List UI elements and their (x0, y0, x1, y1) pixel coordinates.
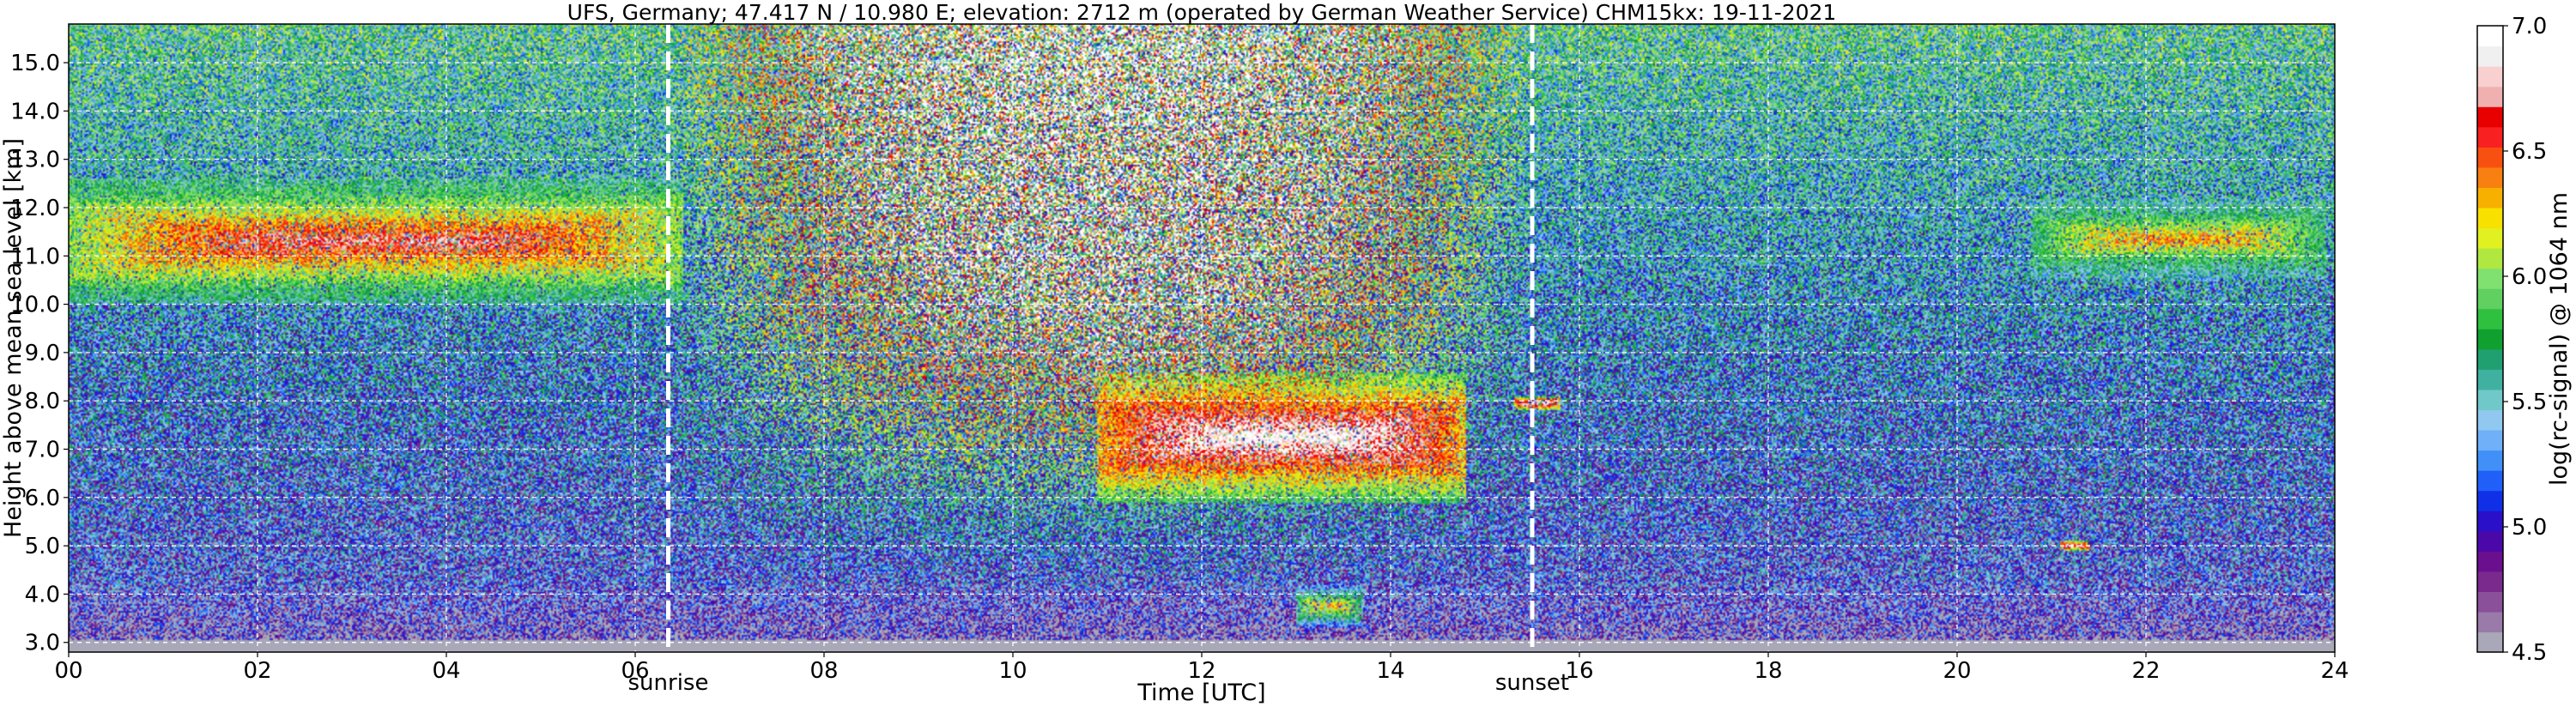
y-tick-label: 10.0 (10, 293, 60, 318)
colorbar-tick-label: 6.0 (2512, 264, 2547, 290)
colorbar: 4.5 5.0 5.5 6.0 6.5 7.0 log(rc-signal) @ 1064… (2476, 14, 2573, 666)
x-tick-label: 06 (621, 658, 649, 684)
y-tick-label: 15.0 (10, 51, 60, 76)
colorbar-swatch (2477, 166, 2503, 188)
colorbar-swatch (2477, 207, 2503, 229)
colorbar-swatch (2477, 631, 2503, 653)
colorbar-tick-label: 6.5 (2512, 139, 2547, 165)
chart-title: UFS, Germany; 47.417 N / 10.980 E; eleva… (567, 0, 1837, 25)
x-axis: 00 02 04 06 08 10 12 14 16 18 20 22 24 (54, 652, 2349, 684)
colorbar-swatch (2477, 288, 2503, 310)
colorbar-swatch (2477, 66, 2503, 88)
y-tick-label: 3.0 (25, 631, 60, 656)
colorbar-swatch (2477, 268, 2503, 289)
y-tick-label: 5.0 (25, 534, 60, 559)
colorbar-swatch (2477, 86, 2503, 107)
sunset-label: sunset (1495, 670, 1569, 696)
x-tick-label: 12 (1187, 658, 1215, 684)
colorbar-ticks: 4.5 5.0 5.5 6.0 6.5 7.0 (2503, 14, 2547, 666)
x-tick-label: 16 (1565, 658, 1593, 684)
event-lines (666, 24, 1535, 652)
y-tick-label: 9.0 (25, 341, 60, 366)
plot-area (69, 24, 2335, 652)
x-tick-label: 20 (1943, 658, 1971, 684)
colorbar-swatch (2477, 591, 2503, 613)
colorbar-swatch (2477, 26, 2503, 47)
x-tick-label: 02 (243, 658, 271, 684)
y-tick-label: 8.0 (25, 389, 60, 414)
x-tick-label: 14 (1376, 658, 1404, 684)
y-tick-label: 6.0 (25, 486, 60, 511)
y-tick-label: 13.0 (10, 148, 60, 173)
y-tick-label: 12.0 (10, 196, 60, 221)
colorbar-swatch (2477, 248, 2503, 269)
colorbar-tick-label: 5.0 (2512, 515, 2547, 541)
x-axis-label: Time [UTC] (1136, 680, 1265, 706)
colorbar-swatches (2477, 26, 2503, 653)
colorbar-swatch (2477, 470, 2503, 492)
colorbar-swatch (2477, 147, 2503, 168)
colorbar-frame (2476, 25, 2504, 653)
sunrise-label: sunrise (628, 670, 709, 696)
colorbar-swatch (2477, 511, 2503, 532)
colorbar-swatch (2477, 187, 2503, 208)
colorbar-swatch (2477, 450, 2503, 471)
colorbar-swatch (2477, 551, 2503, 572)
x-tick-label: 08 (809, 658, 838, 684)
y-tick-label: 14.0 (10, 99, 60, 124)
x-tick-label: 18 (1754, 658, 1782, 684)
y-axis-label: Height above mean sea level [km] (0, 138, 27, 538)
colorbar-tick-label: 4.5 (2512, 640, 2547, 666)
colorbar-swatch (2477, 329, 2503, 350)
colorbar-tick-label: 5.5 (2512, 390, 2547, 415)
colorbar-swatch (2477, 409, 2503, 431)
y-tick-label: 7.0 (25, 438, 60, 463)
colorbar-swatch (2477, 530, 2503, 552)
y-tick-label: 4.0 (25, 582, 60, 607)
colorbar-tick-label: 7.0 (2512, 14, 2547, 39)
colorbar-swatch (2477, 490, 2503, 511)
colorbar-swatch (2477, 106, 2503, 128)
event-labels: sunrise sunset (628, 670, 1570, 696)
x-tick-label: 00 (54, 658, 82, 684)
colorbar-swatch (2477, 429, 2503, 451)
colorbar-swatch (2477, 227, 2503, 249)
colorbar-swatch (2477, 45, 2503, 67)
colorbar-swatch (2477, 571, 2503, 592)
x-tick-label: 24 (2320, 658, 2349, 684)
colorbar-swatch (2477, 389, 2503, 411)
x-tick-label: 04 (432, 658, 460, 684)
colorbar-swatch (2477, 611, 2503, 633)
colorbar-swatch (2477, 308, 2503, 329)
x-tick-label: 22 (2131, 658, 2160, 684)
grid (69, 24, 2335, 652)
y-axis: 3.0 4.0 5.0 6.0 7.0 8.0 9.0 10.0 11.0 12.0 13.0 14.… (10, 51, 69, 656)
colorbar-swatch (2477, 348, 2503, 370)
y-tick-label: 11.0 (10, 244, 60, 269)
colorbar-swatch (2477, 369, 2503, 390)
colorbar-swatch (2477, 126, 2503, 148)
x-tick-label: 10 (998, 658, 1027, 684)
colorbar-label: log(rc-signal) @ 1064 nm (2546, 192, 2573, 486)
